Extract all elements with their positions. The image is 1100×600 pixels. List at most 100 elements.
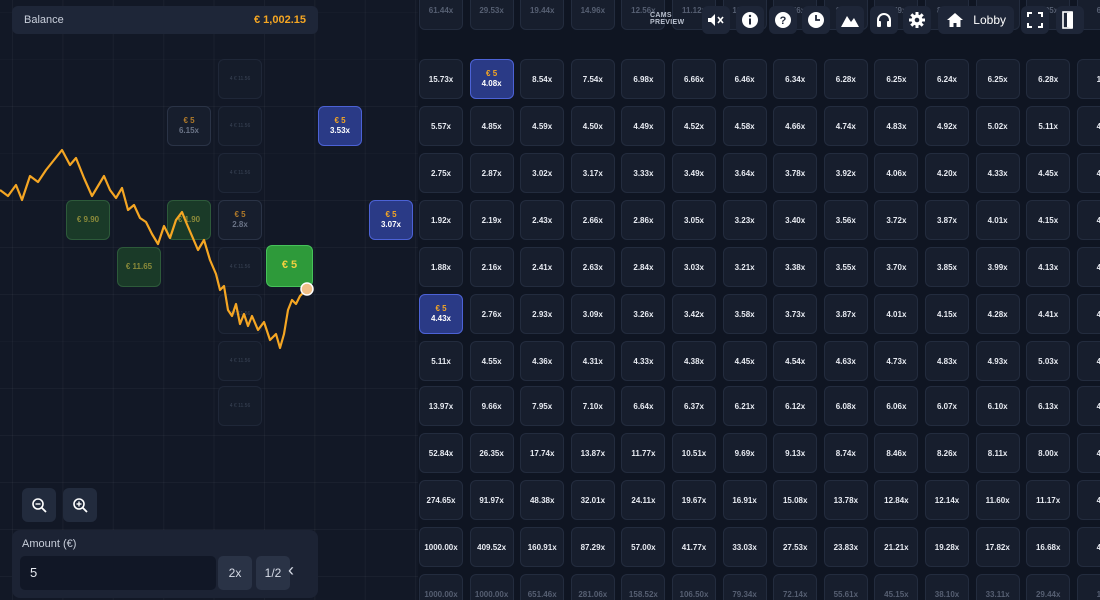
multiplier-cell[interactable]: 4.83x: [874, 106, 919, 146]
multiplier-cell[interactable]: 2.86x: [621, 200, 666, 240]
support-button[interactable]: [870, 6, 898, 34]
multiplier-cell[interactable]: 4.54x: [773, 341, 818, 381]
multiplier-cell[interactable]: 3.03x: [672, 247, 716, 287]
multiplier-cell-partial[interactable]: 4: [1076, 386, 1100, 426]
lobby-button[interactable]: Lobby: [938, 6, 1014, 34]
exit-button[interactable]: [1056, 6, 1084, 34]
multiplier-cell[interactable]: 4.28x: [975, 294, 1020, 334]
multiplier-cell[interactable]: 3.56x: [823, 200, 868, 240]
multiplier-cell[interactable]: 158.52x: [621, 574, 666, 600]
multiplier-cell[interactable]: 17.74x: [520, 433, 565, 473]
multiplier-cell[interactable]: 7.95x: [520, 386, 565, 426]
multiplier-cell[interactable]: 4.63x: [823, 341, 868, 381]
multiplier-cell[interactable]: 4.38x: [672, 341, 716, 381]
multiplier-cell[interactable]: 3.58x: [722, 294, 767, 334]
multiplier-cell[interactable]: 3.42x: [672, 294, 716, 334]
settings-button[interactable]: [903, 6, 931, 34]
multiplier-cell[interactable]: 5.03x: [1026, 341, 1071, 381]
placed-bet-cell[interactable]: € 5 4.43x: [419, 294, 463, 334]
zoom-in-button[interactable]: [63, 488, 97, 522]
multiplier-cell[interactable]: 4.58x: [722, 106, 767, 146]
multiplier-cell[interactable]: 9.13x: [773, 433, 818, 473]
multiplier-cell[interactable]: 4.59x: [520, 106, 565, 146]
chart-button[interactable]: [836, 6, 864, 34]
history-button[interactable]: [802, 6, 830, 34]
multiplier-cell[interactable]: 6.46x: [722, 59, 767, 99]
multiplier-cell-partial[interactable]: 4: [1076, 294, 1100, 334]
multiplier-cell-partial[interactable]: 4: [1076, 341, 1100, 381]
multiplier-cell[interactable]: 3.78x: [773, 153, 818, 193]
multiplier-cell[interactable]: 3.87x: [925, 200, 969, 240]
multiplier-cell[interactable]: 4.20x: [925, 153, 969, 193]
multiplier-cell[interactable]: 61.44x: [419, 0, 463, 30]
multiplier-cell[interactable]: 3.72x: [874, 200, 919, 240]
multiplier-cell[interactable]: 4.66x: [773, 106, 818, 146]
multiplier-cell[interactable]: 12.56x: [621, 0, 666, 30]
multiplier-cell[interactable]: 6.25x: [975, 59, 1020, 99]
multiplier-cell-partial[interactable]: 4: [1076, 153, 1100, 193]
multiplier-cell[interactable]: 9.69x: [722, 433, 767, 473]
multiplier-cell[interactable]: 6.08x: [823, 386, 868, 426]
multiplier-cell[interactable]: 6.64x: [621, 386, 666, 426]
multiplier-cell[interactable]: 14.96x: [570, 0, 615, 30]
multiplier-cell[interactable]: 3.17x: [570, 153, 615, 193]
zoom-out-button[interactable]: [22, 488, 56, 522]
multiplier-cell[interactable]: 8.46x: [874, 433, 919, 473]
chevron-left-icon[interactable]: ‹: [288, 560, 294, 580]
multiplier-cell[interactable]: 3.99x: [975, 247, 1020, 287]
multiplier-cell-partial[interactable]: 4: [1076, 527, 1100, 567]
multiplier-cell[interactable]: 29.53x: [469, 0, 514, 30]
bet-cell[interactable]: € 5 6.15x: [167, 106, 211, 146]
multiplier-cell[interactable]: 3.23x: [722, 200, 767, 240]
multiplier-cell[interactable]: 106.50x: [672, 574, 716, 600]
multiplier-cell[interactable]: 4.33x: [975, 153, 1020, 193]
multiplier-cell[interactable]: 3.64x: [722, 153, 767, 193]
multiplier-cell[interactable]: 26.35x: [469, 433, 514, 473]
multiplier-cell[interactable]: 10.51x: [672, 433, 716, 473]
multiplier-cell[interactable]: 4.92x: [925, 106, 969, 146]
multiplier-cell[interactable]: 4.33x: [621, 341, 666, 381]
multiplier-cell[interactable]: 5.57x: [419, 106, 463, 146]
multiplier-cell[interactable]: 3.40x: [773, 200, 818, 240]
multiplier-cell[interactable]: 5.02x: [975, 106, 1020, 146]
multiplier-cell[interactable]: 4.85x: [469, 106, 514, 146]
multiplier-cell[interactable]: 4.83x: [925, 341, 969, 381]
multiplier-cell-partial[interactable]: 1: [1076, 59, 1100, 99]
multiplier-cell[interactable]: 45.15x: [874, 574, 919, 600]
multiplier-cell[interactable]: 3.21x: [722, 247, 767, 287]
multiplier-cell[interactable]: 16.68x: [1026, 527, 1071, 567]
multiplier-cell[interactable]: 79.34x: [722, 574, 767, 600]
multiplier-cell[interactable]: 12.14x: [925, 480, 969, 520]
multiplier-cell[interactable]: 3.85x: [925, 247, 969, 287]
multiplier-cell[interactable]: 19.67x: [672, 480, 716, 520]
multiplier-cell[interactable]: 2.84x: [621, 247, 666, 287]
multiplier-cell[interactable]: 8.00x: [1026, 433, 1071, 473]
multiplier-cell[interactable]: 24.11x: [621, 480, 666, 520]
multiplier-cell[interactable]: 7.54x: [570, 59, 615, 99]
placed-bet-cell[interactable]: € 5 3.07x: [369, 200, 413, 240]
multiplier-cell[interactable]: 16.91x: [722, 480, 767, 520]
placed-bet-cell[interactable]: € 5 3.53x: [318, 106, 362, 146]
multiplier-cell[interactable]: 4.13x: [1026, 247, 1071, 287]
placed-bet-cell[interactable]: € 5 4.08x: [469, 59, 514, 99]
multiplier-cell[interactable]: 11.17x: [1026, 480, 1071, 520]
multiplier-cell[interactable]: 4.52x: [672, 106, 716, 146]
multiplier-cell[interactable]: 3.73x: [773, 294, 818, 334]
multiplier-cell[interactable]: 2.41x: [520, 247, 565, 287]
multiplier-cell[interactable]: 11.60x: [975, 480, 1020, 520]
amount-input[interactable]: 5: [20, 556, 216, 590]
multiplier-cell[interactable]: 6.21x: [722, 386, 767, 426]
multiplier-cell[interactable]: 1000.00x: [469, 574, 514, 600]
multiplier-cell[interactable]: 4.45x: [1026, 153, 1071, 193]
multiplier-cell[interactable]: 13.97x: [419, 386, 463, 426]
multiplier-cell[interactable]: 29.44x: [1026, 574, 1071, 600]
multiplier-cell[interactable]: 2.63x: [570, 247, 615, 287]
multiplier-cell[interactable]: 3.87x: [823, 294, 868, 334]
half-bet-button[interactable]: 1/2: [256, 556, 290, 590]
multiplier-cell[interactable]: 6.28x: [823, 59, 868, 99]
multiplier-cell[interactable]: 274.65x: [419, 480, 463, 520]
multiplier-cell[interactable]: 52.84x: [419, 433, 463, 473]
multiplier-cell[interactable]: 3.33x: [621, 153, 666, 193]
multiplier-cell[interactable]: 87.29x: [570, 527, 615, 567]
double-bet-button[interactable]: 2x: [218, 556, 252, 590]
